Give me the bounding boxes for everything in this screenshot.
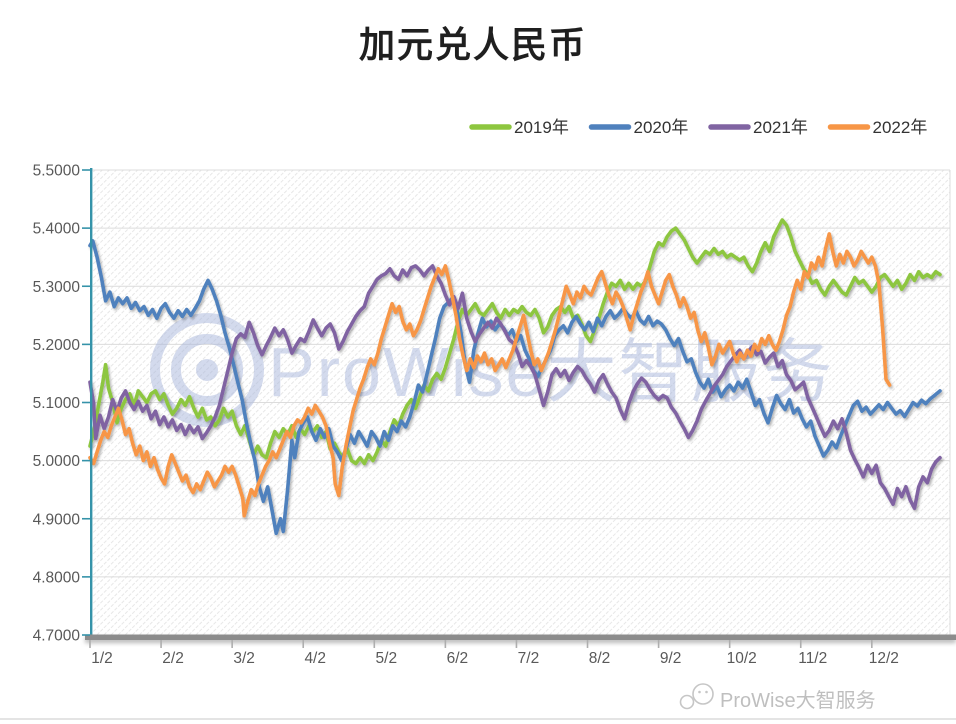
x-tick-label: 11/2	[798, 650, 827, 667]
legend-label: 2020年	[634, 118, 689, 137]
axes	[82, 168, 956, 648]
legend-label: 2019年	[514, 118, 569, 137]
legend-label: 2022年	[873, 118, 928, 137]
y-tick-label: 5.1000	[33, 395, 81, 412]
series-lines	[88, 218, 942, 536]
y-axis-ticks	[82, 169, 90, 636]
y-tick-label: 5.3000	[33, 279, 81, 296]
x-tick-label: 8/2	[589, 650, 611, 667]
y-axis-line	[90, 168, 93, 637]
y-tick-label: 4.9000	[33, 511, 81, 528]
y-tick-label: 4.7000	[33, 628, 81, 645]
series-line-2019	[88, 218, 942, 466]
x-axis-ticks	[89, 640, 873, 648]
legend-item-2020: 2020年	[588, 118, 689, 137]
chart-title: 加元兑人民币	[359, 24, 587, 66]
legend-label: 2021年	[753, 118, 808, 137]
y-tick-label: 5.4000	[33, 221, 81, 238]
y-tick-label: 5.5000	[33, 163, 81, 180]
legend-item-2019: 2019年	[469, 118, 569, 137]
prowise-logo-icon	[150, 313, 264, 427]
series-line-2022	[88, 232, 892, 518]
x-tick-label: 4/2	[304, 650, 326, 667]
x-tick-label: 9/2	[660, 650, 682, 667]
x-tick-label: 5/2	[376, 650, 398, 667]
footer-watermark-text: ProWise大智服务	[720, 689, 876, 712]
x-axis-labels: 1/2 2/2 3/2 4/2 5/2 6/2 7/2 8/2 9/2 10/2 11/2 12/2	[91, 650, 899, 667]
x-tick-label: 2/2	[162, 650, 184, 667]
y-tick-label: 5.0000	[33, 453, 81, 470]
legend: 2019年 2020年 2021年 2022年	[469, 118, 928, 137]
y-axis-labels: 4.7000 4.8000 4.9000 5.0000 5.1000 5.2000 5.30…	[33, 163, 81, 645]
legend-item-2022: 2022年	[827, 118, 928, 137]
footer-watermark: ProWise大智服务 ProWise大智服务	[0, 683, 956, 720]
x-tick-label: 7/2	[518, 650, 540, 667]
x-tick-label: 3/2	[233, 650, 255, 667]
x-tick-label: 12/2	[869, 650, 899, 667]
legend-item-2021: 2021年	[708, 118, 808, 137]
x-axis-bar	[85, 634, 956, 640]
y-tick-label: 4.8000	[33, 569, 81, 586]
chat-bubbles-icon	[679, 683, 714, 710]
x-tick-label: 10/2	[727, 650, 757, 667]
footer-watermark-highlight: ProWise大智服务	[721, 691, 877, 714]
y-tick-label: 5.2000	[33, 337, 81, 354]
x-tick-label: 6/2	[447, 650, 469, 667]
x-tick-label: 1/2	[91, 650, 113, 667]
